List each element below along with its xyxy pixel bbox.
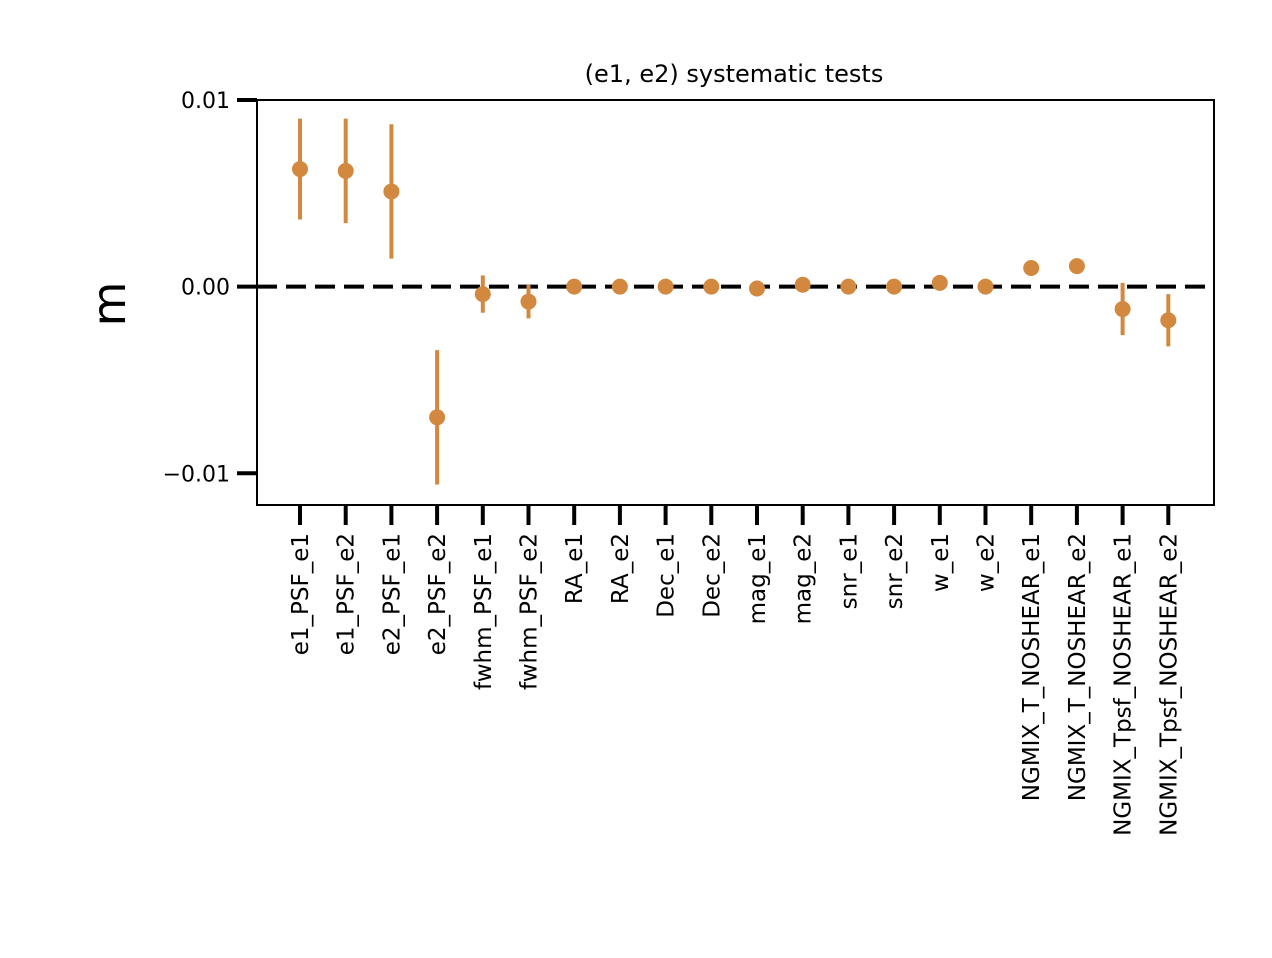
data-point — [611, 278, 628, 295]
data-point — [337, 162, 354, 179]
x-tick-label: Dec_e2 — [699, 533, 725, 618]
data-point — [931, 274, 948, 291]
x-tick-label: snr_e1 — [836, 533, 862, 609]
data-point — [794, 276, 811, 293]
x-tick-label: NGMIX_T_NOSHEAR_e2 — [1065, 533, 1091, 801]
data-point — [840, 278, 857, 295]
x-tick-label: snr_e2 — [882, 533, 908, 609]
chart-title: (e1, e2) systematic tests — [585, 60, 884, 88]
x-tick-label: w_e1 — [928, 533, 954, 592]
data-point — [1114, 301, 1131, 318]
data-point — [977, 278, 994, 295]
plot-frame — [256, 99, 1215, 506]
x-tick-label: NGMIX_Tpsf_NOSHEAR_e2 — [1156, 533, 1182, 836]
x-tick-label: NGMIX_Tpsf_NOSHEAR_e1 — [1111, 533, 1137, 836]
data-point — [657, 278, 674, 295]
x-tick-label: e1_PSF_e2 — [334, 533, 360, 655]
x-tick-label: mag_e1 — [745, 533, 771, 624]
data-point — [520, 293, 537, 310]
x-tick-label: Dec_e1 — [654, 533, 680, 618]
x-ticks: e1_PSF_e1 e1_PSF_e2 e2_PSF_e1 e2_PSF_e2 fwhm… — [288, 505, 1182, 836]
data-point — [429, 409, 446, 426]
y-tick-label: 0.00 — [181, 276, 230, 301]
x-tick-label: e1_PSF_e1 — [288, 533, 314, 655]
data-point — [474, 286, 491, 303]
x-tick-label: fwhm_PSF_e2 — [517, 533, 543, 690]
data-point — [566, 278, 583, 295]
data-point — [703, 278, 720, 295]
data-point — [1023, 259, 1040, 276]
y-ticks: 0.01 0.00 −0.01 — [163, 89, 257, 487]
x-tick-label: w_e2 — [974, 533, 1000, 592]
data-points — [292, 118, 1177, 485]
x-tick-label: e2_PSF_e2 — [425, 533, 451, 655]
data-point — [1160, 312, 1177, 329]
data-point — [749, 280, 765, 297]
x-tick-label: mag_e2 — [791, 533, 817, 624]
x-tick-label: RA_e2 — [608, 533, 634, 604]
data-point — [383, 183, 400, 200]
y-tick-label: −0.01 — [163, 462, 230, 487]
y-tick-label: 0.01 — [181, 89, 230, 114]
x-tick-label: NGMIX_T_NOSHEAR_e1 — [1019, 533, 1045, 801]
data-point — [886, 278, 903, 295]
x-tick-label: fwhm_PSF_e1 — [471, 533, 497, 690]
x-tick-label: RA_e1 — [562, 533, 588, 604]
y-axis-label: m — [82, 282, 136, 327]
data-point — [1068, 258, 1085, 275]
data-point — [292, 161, 308, 178]
x-tick-label: e2_PSF_e1 — [379, 533, 405, 655]
